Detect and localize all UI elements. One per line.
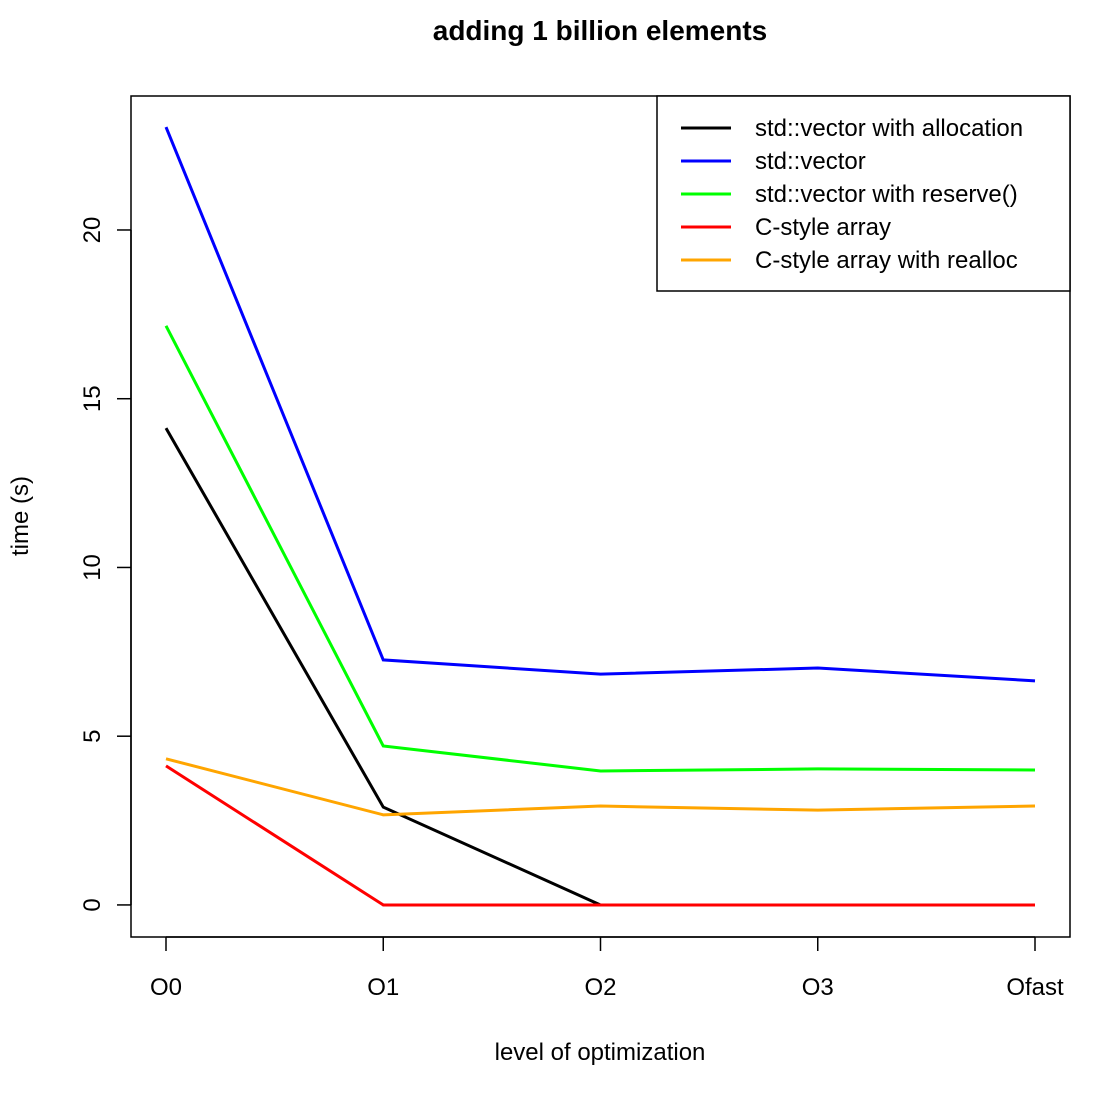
legend-label: C-style array (755, 214, 891, 241)
legend-label: C-style array with realloc (755, 247, 1018, 274)
y-tick-label: 5 (79, 730, 106, 743)
series-lines (164, 126, 1036, 907)
y-tick-label: 20 (79, 217, 106, 244)
y-tick-label: 15 (79, 385, 106, 412)
x-axis-label: level of optimization (495, 1039, 706, 1066)
series-line (165, 757, 1036, 817)
y-tick-label: 0 (79, 898, 106, 911)
x-tick-label: O3 (802, 974, 834, 1001)
series-line (164, 427, 1035, 907)
legend-label: std::vector with reserve() (755, 181, 1018, 208)
x-tick-label: O2 (584, 974, 616, 1001)
chart-title: adding 1 billion elements (433, 15, 768, 46)
x-tick-label: O1 (367, 974, 399, 1001)
y-axis: 0 5 10 15 20 (79, 217, 132, 912)
legend-label: std::vector with allocation (755, 115, 1023, 142)
y-axis-label: time (s) (7, 476, 34, 556)
legend-label: std::vector (755, 148, 866, 175)
series-line (165, 764, 1035, 907)
x-tick-label: O0 (150, 974, 182, 1001)
series-line (164, 325, 1036, 773)
legend: std::vector with allocationstd::vectorst… (656, 95, 1071, 292)
x-tick-label: Ofast (1006, 974, 1064, 1001)
x-axis: O0 O1 O2 O3 Ofast (150, 936, 1064, 1001)
y-tick-label: 10 (79, 554, 106, 581)
series-line (164, 126, 1036, 683)
